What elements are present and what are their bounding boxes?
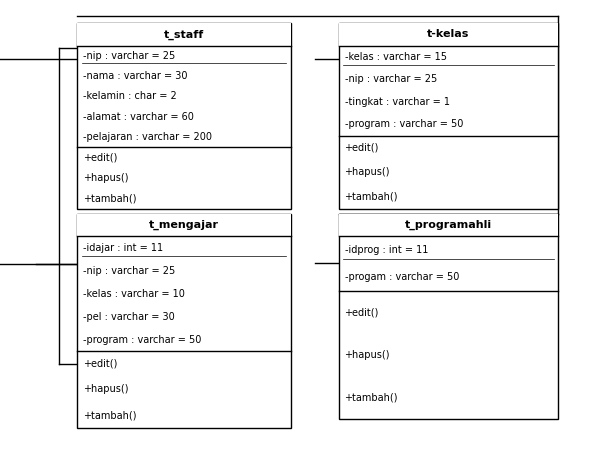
Text: -nip : varchar = 25: -nip : varchar = 25 bbox=[345, 74, 437, 84]
Text: -progam : varchar = 50: -progam : varchar = 50 bbox=[345, 272, 459, 282]
Text: +hapus(): +hapus() bbox=[345, 350, 390, 360]
Text: +edit(): +edit() bbox=[83, 359, 118, 369]
Text: -nip : varchar = 25: -nip : varchar = 25 bbox=[83, 51, 175, 61]
Bar bbox=[339, 23, 558, 46]
Text: t-kelas: t-kelas bbox=[427, 29, 470, 40]
Text: -kelamin : char = 2: -kelamin : char = 2 bbox=[83, 91, 177, 101]
Text: t_programahli: t_programahli bbox=[405, 220, 492, 230]
Text: -program : varchar = 50: -program : varchar = 50 bbox=[83, 335, 201, 345]
Text: -pelajaran : varchar = 200: -pelajaran : varchar = 200 bbox=[83, 132, 212, 142]
Text: +tambah(): +tambah() bbox=[345, 192, 398, 202]
Bar bbox=[339, 23, 558, 209]
Text: +tambah(): +tambah() bbox=[83, 410, 137, 420]
Text: -nama : varchar = 30: -nama : varchar = 30 bbox=[83, 71, 188, 81]
Text: t_staff: t_staff bbox=[164, 29, 204, 40]
Bar bbox=[77, 23, 291, 209]
Bar bbox=[77, 214, 291, 236]
Text: -program : varchar = 50: -program : varchar = 50 bbox=[345, 120, 463, 129]
Text: +hapus(): +hapus() bbox=[83, 385, 129, 394]
Text: +edit(): +edit() bbox=[345, 307, 379, 317]
Text: +hapus(): +hapus() bbox=[345, 167, 390, 178]
Text: t_mengajar: t_mengajar bbox=[149, 220, 219, 230]
Bar bbox=[339, 214, 558, 236]
Text: -alamat : varchar = 60: -alamat : varchar = 60 bbox=[83, 112, 194, 122]
Text: +hapus(): +hapus() bbox=[83, 173, 129, 183]
Text: -nip : varchar = 25: -nip : varchar = 25 bbox=[83, 266, 175, 276]
Text: +edit(): +edit() bbox=[83, 153, 118, 162]
Bar bbox=[77, 23, 291, 46]
Text: -kelas : varchar = 10: -kelas : varchar = 10 bbox=[83, 289, 185, 299]
Text: -tingkat : varchar = 1: -tingkat : varchar = 1 bbox=[345, 97, 450, 107]
Text: -pel : varchar = 30: -pel : varchar = 30 bbox=[83, 312, 175, 322]
Bar bbox=[77, 214, 291, 428]
Text: +tambah(): +tambah() bbox=[345, 392, 398, 402]
Text: -idajar : int = 11: -idajar : int = 11 bbox=[83, 243, 163, 252]
Text: -kelas : varchar = 15: -kelas : varchar = 15 bbox=[345, 52, 447, 62]
Text: -idprog : int = 11: -idprog : int = 11 bbox=[345, 245, 428, 255]
Text: +edit(): +edit() bbox=[345, 143, 379, 153]
Bar bbox=[339, 214, 558, 418]
Text: +tambah(): +tambah() bbox=[83, 194, 137, 204]
